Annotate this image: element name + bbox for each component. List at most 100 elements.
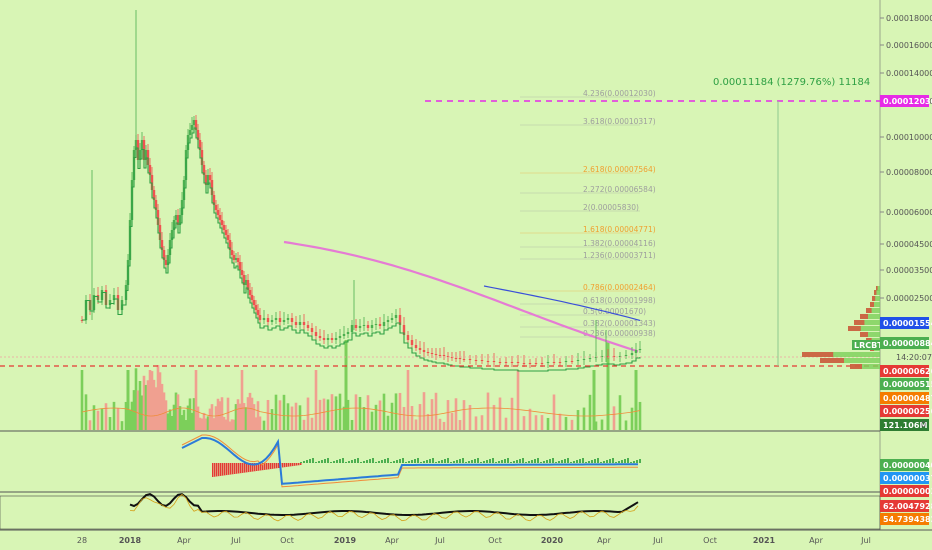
volume-bar [228,421,232,430]
volume-bar [498,397,502,430]
macd-hist-bar [438,461,440,463]
volume-bar [80,370,84,430]
volume-bar [330,394,334,430]
volume-bar [516,370,520,430]
volume-bar [184,420,188,430]
macd-hist-bar [570,462,572,463]
macd-hist-bar [480,462,482,463]
fib-level-label: 1.382(0.00004116) [583,239,656,248]
macd-hist-bar [543,461,545,463]
volume-bar [148,370,152,430]
macd-hist-bar [282,463,284,468]
macd-hist-bar [399,459,401,463]
fib-level-label: 0.786(0.00002464) [583,283,656,292]
macd-hist-bar [501,460,503,463]
volume-bar [208,408,212,430]
volume-bar [362,407,366,430]
macd-tag-label: 0.00000003 [883,487,932,496]
volume-bar [290,406,294,430]
macd-hist-bar [254,463,256,472]
macd-hist-bar [234,463,236,474]
volume-bar [270,409,274,430]
volume-bar [194,370,198,430]
macd-hist-bar [384,459,386,463]
candle-body [338,336,342,338]
macd-hist-bar [486,460,488,463]
volume-bar [314,370,318,430]
volume-bar [354,394,358,430]
volume-bar [92,405,96,430]
macd-hist-bar [268,463,270,470]
candle-body [190,125,194,130]
fib-level-label: 0.236(0.00000938) [583,329,656,338]
volume-bar [350,419,354,430]
volume-bar [570,419,574,430]
candle-body [240,270,244,275]
candle-body [138,150,142,160]
price-tag-label: 0.00000487 [883,394,932,403]
macd-hist-bar [296,463,298,466]
volume-profile-bar-down [866,308,872,313]
candle-body [174,215,178,220]
macd-hist-bar [429,459,431,463]
candle-body [194,120,198,130]
candle-body [252,300,256,305]
candle-body [434,354,438,355]
macd-hist-bar [465,462,467,463]
volume-bar [220,397,224,430]
price-tags: 0.00012030 0.00001554 0.00000884 0.00000626… [880,95,932,431]
volume-bar [258,416,262,430]
volume-bar [378,400,382,430]
volume-bar [422,392,426,430]
volume-bar [426,413,430,430]
volume-profile-bar [848,326,880,331]
volume-bar-spike [606,342,610,430]
volume-bar [262,420,266,430]
macd-hist-bar [366,460,368,463]
macd-hist-bar [242,463,244,473]
volume-bar [248,392,252,430]
macd-hist-bar [588,461,590,463]
fib-level-label: 4.236(0.00012030) [583,89,656,98]
macd-tags: 0.00000040 0.00000037 0.00000003 [880,459,932,497]
volume-bar [450,412,454,430]
volume-bar [154,387,158,430]
macd-hist-bar [444,459,446,463]
candle-body [438,355,442,356]
price-axis[interactable] [880,0,932,550]
macd-hist-bar [324,459,326,463]
fib-level-label: 1.618(0.00004771) [583,225,656,234]
volume-side-label: 0 [921,420,926,429]
macd-hist-bar [226,463,228,476]
candle-body [294,322,298,325]
candle-body [230,250,234,255]
macd-hist-bar [423,461,425,463]
candle-body [310,328,314,332]
candle-body [112,295,116,300]
volume-bar [226,397,230,430]
candle-body [206,175,210,185]
macd-hist-bar [232,463,234,475]
volume-bar [176,394,180,430]
macd-hist-bar [345,462,347,463]
symbol-badge[interactable]: LRCBTC [852,340,889,350]
macd-hist-bar [516,460,518,463]
macd-hist-bar [214,463,216,477]
volume-bar [100,408,104,430]
volume-bar [310,417,314,430]
macd-hist-bar [636,460,638,463]
time-tick-label: 2018 [119,536,142,545]
time-tick-label: 2021 [753,536,776,545]
macd-hist-bar [357,458,359,463]
candle-body [570,361,574,362]
macd-hist-bar [471,460,473,463]
volume-bar-spike [592,370,596,430]
macd-hist-bar [266,463,268,470]
candle-body [198,140,202,150]
candle-body [528,363,532,364]
price-tick-label: 0.00018000 [886,14,932,23]
candle-body [290,318,294,322]
volume-bar [132,390,136,430]
macd-hist-bar [258,463,260,471]
